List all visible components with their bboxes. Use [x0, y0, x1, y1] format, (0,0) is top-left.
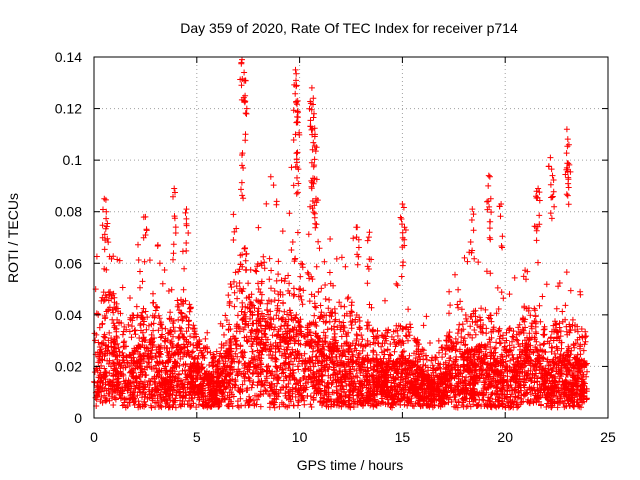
- y-axis-label: ROTI / TECUs: [5, 193, 21, 283]
- plot-frame: [93, 56, 609, 419]
- x-tick-label: 5: [193, 429, 201, 445]
- roti-marker-series: [91, 56, 590, 411]
- y-tick-label: 0.02: [55, 358, 82, 374]
- x-tick-labels: 0 5 10 15 20 25: [90, 429, 616, 445]
- x-tick-label: 0: [90, 429, 98, 445]
- x-tick-label: 20: [497, 429, 513, 445]
- y-tick-label: 0.1: [63, 152, 83, 168]
- x-tick-label: 10: [292, 429, 308, 445]
- y-tick-label: 0.14: [55, 49, 82, 65]
- data-points: [91, 56, 590, 411]
- chart-title: Day 359 of 2020, Rate Of TEC Index for r…: [180, 20, 518, 36]
- y-tick-label: 0.06: [55, 255, 82, 271]
- y-tick-label: 0.12: [55, 101, 82, 117]
- x-tick-label: 25: [600, 429, 616, 445]
- axis-ticks: [93, 56, 609, 419]
- y-tick-labels: 0 0.02 0.04 0.06 0.08 0.1 0.12 0.14: [55, 49, 82, 426]
- x-axis-label: GPS time / hours: [297, 457, 404, 473]
- x-tick-label: 15: [395, 429, 411, 445]
- y-tick-label: 0.08: [55, 204, 82, 220]
- y-tick-label: 0.04: [55, 307, 82, 323]
- y-tick-label: 0: [74, 410, 82, 426]
